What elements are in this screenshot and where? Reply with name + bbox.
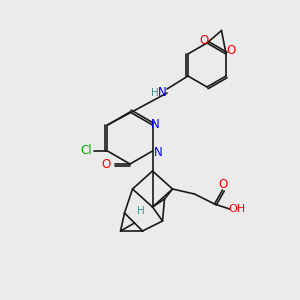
Text: N: N [158,86,166,100]
Text: O: O [218,178,227,190]
Text: O: O [226,44,236,58]
Text: Cl: Cl [81,145,92,158]
Text: H: H [136,206,144,216]
Text: OH: OH [228,204,245,214]
Text: O: O [200,34,208,46]
Text: N: N [154,146,163,160]
Text: H: H [151,88,159,98]
Text: O: O [101,158,111,170]
Text: N: N [151,118,160,131]
